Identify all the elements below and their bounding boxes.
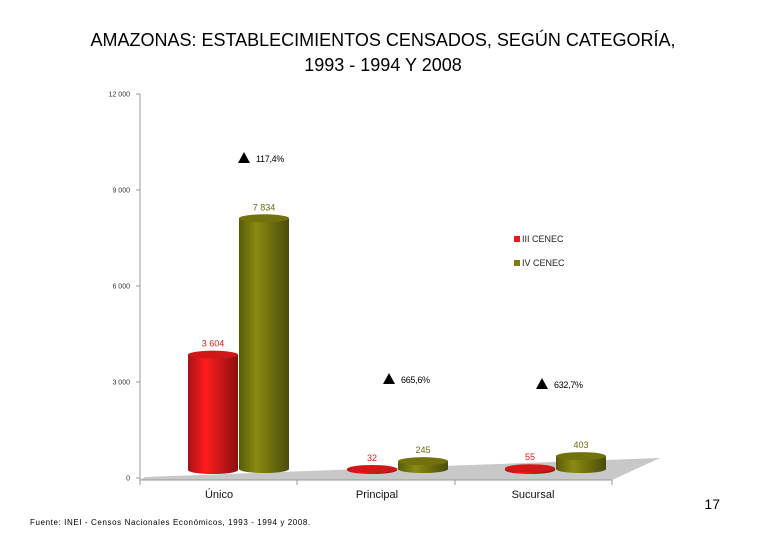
growth-triangle-icon (383, 373, 395, 384)
y-tick-label: 6 000 (112, 284, 130, 291)
bar (239, 214, 289, 473)
y-tick-label: 9 000 (112, 188, 130, 195)
legend-label: III CENEC (522, 234, 564, 244)
bar-top (398, 457, 448, 466)
chart-title-line-2: 1993 - 1994 Y 2008 (304, 55, 462, 75)
data-label: 7 834 (253, 202, 276, 212)
bar (347, 464, 397, 474)
x-tick-label: Sucursal (512, 489, 555, 501)
bar (398, 457, 448, 473)
bar (556, 452, 606, 473)
growth-label: 117,4% (256, 154, 284, 164)
bar-top (556, 452, 606, 461)
bar-body (188, 354, 238, 474)
page-number: 17 (704, 496, 720, 512)
y-tick-label: 3 000 (112, 380, 130, 387)
bar (188, 350, 238, 474)
bar-top (347, 464, 397, 473)
growth-triangle-icon (238, 152, 250, 163)
legend-label: IV CENEC (522, 258, 565, 268)
legend-swatch (514, 260, 520, 266)
bar-top (505, 464, 555, 473)
x-tick-label: Único (205, 488, 233, 501)
growth-label: 665,6% (401, 375, 430, 385)
bar-body (556, 456, 606, 473)
bar-top (239, 214, 289, 223)
data-label: 3 604 (202, 339, 225, 349)
data-label: 32 (367, 453, 377, 463)
data-label: 55 (525, 452, 535, 462)
chart-title: AMAZONAS: ESTABLECIMIENTOS CENSADOS, SEG… (0, 28, 766, 78)
legend-swatch (514, 236, 520, 242)
data-label: 245 (415, 445, 430, 455)
y-tick-label: 12 000 (109, 92, 131, 99)
chart-title-line-1: AMAZONAS: ESTABLECIMIENTOS CENSADOS, SEG… (90, 30, 676, 50)
bar (505, 464, 555, 474)
bar-top (188, 350, 238, 359)
x-tick-label: Principal (356, 489, 398, 501)
growth-triangle-icon (536, 378, 548, 389)
bar-body (239, 218, 289, 473)
growth-label: 632,7% (554, 380, 583, 390)
y-tick-label: 0 (126, 476, 130, 483)
data-label: 403 (573, 440, 588, 450)
source-note: Fuente: INEI - Censos Nacionales Económi… (30, 518, 311, 527)
